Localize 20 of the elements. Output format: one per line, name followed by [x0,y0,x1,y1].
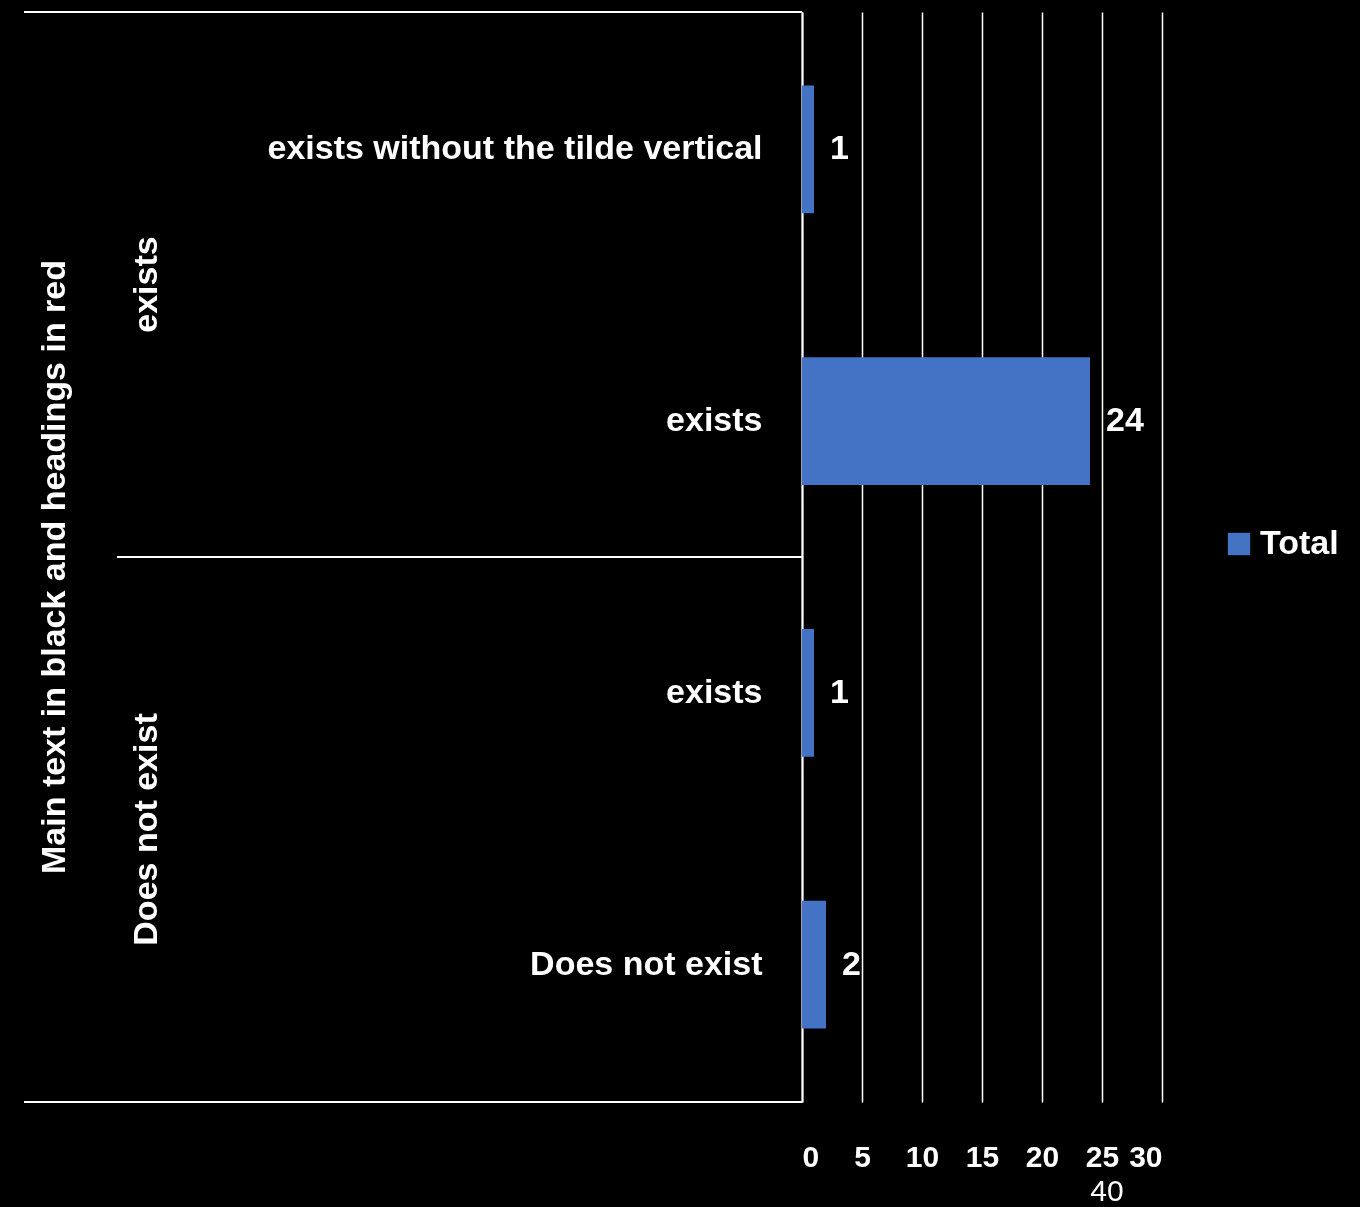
legend-label: Total [1260,523,1339,561]
y-tick-label: exists [666,400,763,439]
x-tick-label: 25 [1085,1139,1120,1173]
text: Does not exist [126,713,164,946]
y-tick-label: Does not exist [530,943,763,982]
x-tick-label: 30 [1129,1139,1163,1173]
x-tick-label: 0 [802,1139,820,1173]
x-tick-label: 15 [965,1139,1000,1173]
x-tick-label: 5 [854,1139,871,1173]
text: Main text in black and headings in red [34,259,72,875]
data-label: 1 [830,128,849,167]
text: exists [126,236,164,333]
data-label: 1 [830,671,849,710]
data-label: 24 [1106,400,1144,439]
y-tick-label: exists without the tilde vertical [267,128,763,167]
x-tick-label: 20 [1025,1139,1060,1173]
text: 40 [1090,1174,1124,1207]
data-label: 2 [842,943,861,982]
y-tick-label: exists [666,671,763,710]
x-tick-label: 10 [905,1139,940,1173]
